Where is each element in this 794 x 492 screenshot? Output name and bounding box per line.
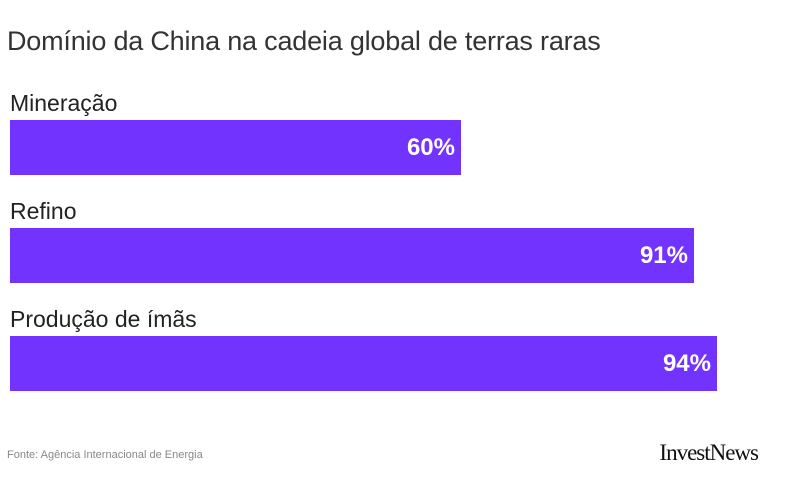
source-note: Fonte: Agência Internacional de Energia bbox=[7, 449, 203, 461]
bar-value-label: 91% bbox=[639, 242, 688, 269]
bar-value-label: 94% bbox=[662, 350, 711, 377]
bar bbox=[10, 336, 717, 391]
bar-value-label: 60% bbox=[406, 134, 455, 161]
category-label: Mineração bbox=[10, 90, 118, 116]
brand-logo: InvestNews bbox=[659, 440, 759, 465]
chart-title: Domínio da China na cadeia global de ter… bbox=[7, 26, 601, 56]
bar bbox=[10, 228, 694, 283]
category-label: Refino bbox=[10, 198, 77, 224]
bar bbox=[10, 120, 461, 175]
category-label: Produção de ímãs bbox=[10, 306, 197, 332]
